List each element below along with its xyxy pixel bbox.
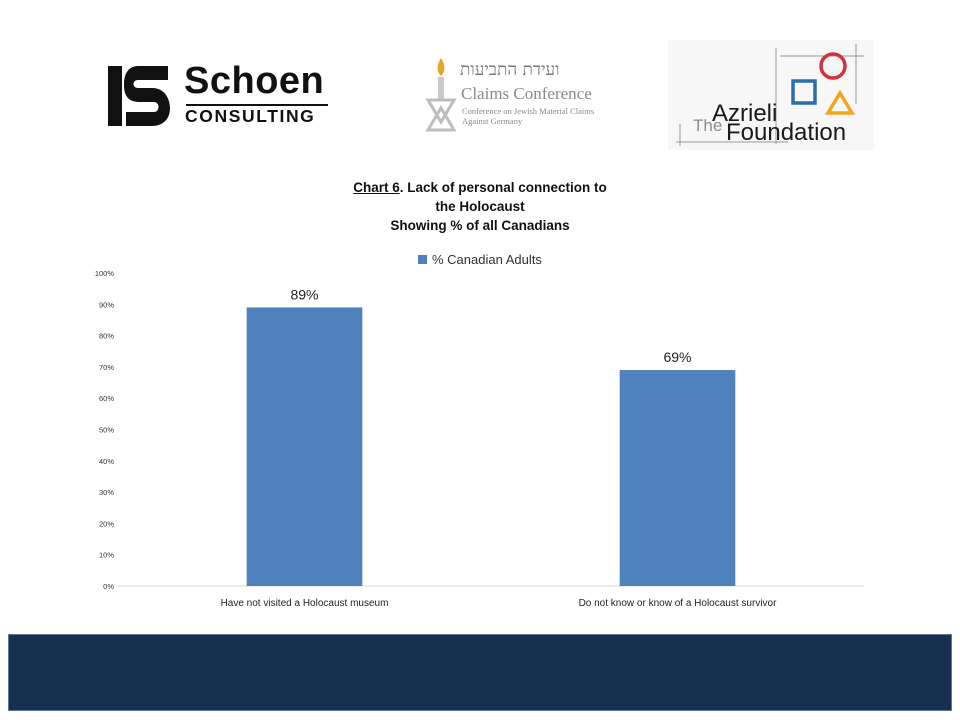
chart-title: Chart 6. Lack of personal connection to …	[300, 178, 660, 235]
bar	[619, 370, 736, 586]
claims-name: Claims Conference	[461, 84, 592, 103]
y-tick-label: 0%	[103, 582, 114, 591]
chart-title-rest: . Lack of personal connection to	[399, 180, 607, 195]
azrieli-shapes-icon	[676, 44, 864, 146]
azrieli-the: The	[693, 116, 723, 135]
y-tick-label: 80%	[99, 332, 114, 341]
chart-subtitle: Showing % of all Canadians	[390, 218, 570, 233]
footer-bar	[8, 634, 952, 711]
legend-swatch	[418, 254, 427, 264]
candle-star-icon	[425, 58, 457, 132]
y-tick-label: 70%	[99, 363, 114, 372]
chart-title-label: Chart 6	[353, 180, 400, 195]
data-label: 69%	[663, 349, 691, 365]
schoen-wordmark: Schoen	[184, 60, 325, 102]
azrieli-foundation-logo: The Azrieli Foundation	[668, 40, 874, 150]
x-tick-label: Do not know or know of a Holocaust survi…	[579, 598, 778, 609]
schoen-s-mark-icon	[108, 66, 170, 126]
data-label: 89%	[290, 286, 318, 302]
y-tick-label: 30%	[99, 488, 114, 497]
schoen-subtitle: CONSULTING	[185, 106, 316, 126]
schoen-consulting-logo: Schoen CONSULTING	[108, 62, 330, 130]
chart-title-line2: the Holocaust	[435, 199, 525, 214]
claims-subtitle: Conference on Jewish Material Claims Aga…	[462, 106, 595, 126]
azrieli-foundation-word: Foundation	[726, 119, 847, 146]
y-tick-label: 60%	[99, 394, 114, 403]
chart-title-line1: Chart 6. Lack of personal connection to	[300, 178, 660, 197]
bar	[246, 307, 363, 586]
azrieli-name: Azrieli	[712, 100, 778, 127]
schoen-rule	[186, 104, 328, 106]
claims-conference-logo: ועידת התביעות Claims Conference Conferen…	[424, 56, 604, 138]
chart-legend: % Canadian Adults	[418, 250, 542, 268]
x-tick-label: Have not visited a Holocaust museum	[221, 598, 389, 609]
y-tick-label: 50%	[99, 426, 114, 435]
y-tick-label: 20%	[99, 519, 114, 528]
y-tick-label: 90%	[99, 300, 114, 309]
y-tick-label: 100%	[95, 269, 115, 278]
y-tick-label: 10%	[99, 551, 114, 560]
claims-hebrew-name: ועידת התביעות	[460, 60, 560, 80]
y-tick-label: 40%	[99, 457, 114, 466]
legend-label: % Canadian Adults	[432, 251, 542, 267]
